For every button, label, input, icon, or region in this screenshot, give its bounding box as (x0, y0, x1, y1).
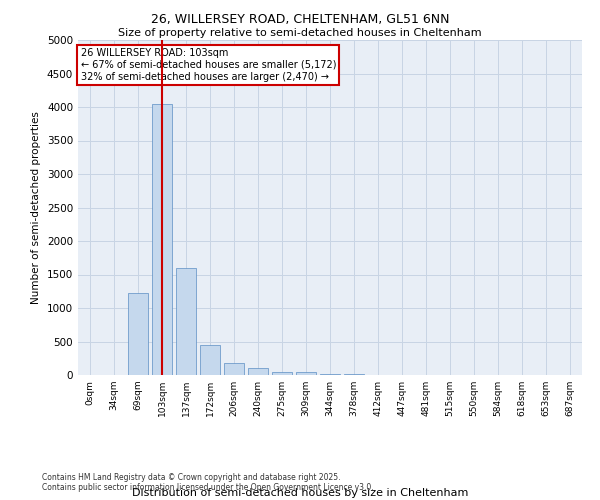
Y-axis label: Number of semi-detached properties: Number of semi-detached properties (31, 111, 41, 304)
Text: Contains HM Land Registry data © Crown copyright and database right 2025.
Contai: Contains HM Land Registry data © Crown c… (42, 472, 374, 492)
Bar (296, 372, 316, 375)
Text: Distribution of semi-detached houses by size in Cheltenham: Distribution of semi-detached houses by … (132, 488, 468, 498)
Bar (200, 345, 220, 375)
Bar (248, 368, 268, 375)
Bar (128, 294, 148, 375)
Bar (344, 374, 364, 375)
Text: 26 WILLERSEY ROAD: 103sqm
← 67% of semi-detached houses are smaller (5,172)
32% : 26 WILLERSEY ROAD: 103sqm ← 67% of semi-… (80, 48, 336, 82)
Text: 26, WILLERSEY ROAD, CHELTENHAM, GL51 6NN: 26, WILLERSEY ROAD, CHELTENHAM, GL51 6NN (151, 12, 449, 26)
Text: Size of property relative to semi-detached houses in Cheltenham: Size of property relative to semi-detach… (118, 28, 482, 38)
Bar (176, 268, 196, 375)
Bar (272, 372, 292, 375)
Bar (320, 374, 340, 375)
Bar (152, 104, 172, 375)
Bar (224, 364, 244, 375)
